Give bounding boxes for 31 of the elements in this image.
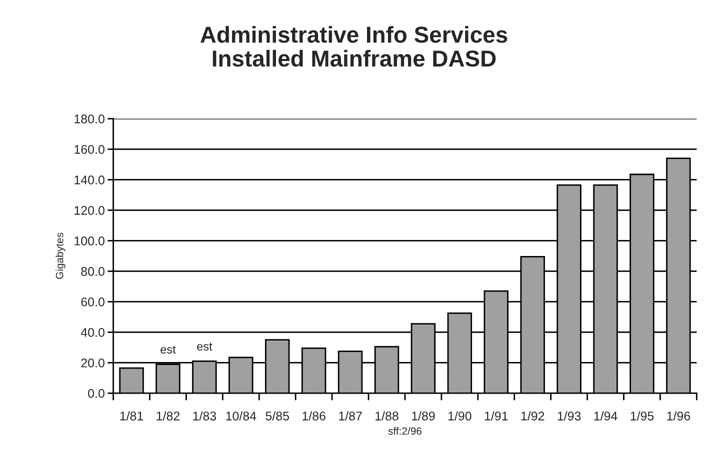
x-tick-label: 1/81 xyxy=(120,411,144,420)
x-tick-label: 1/92 xyxy=(521,411,544,420)
y-axis-title: Gigabytes xyxy=(56,232,66,279)
annotation: est xyxy=(197,342,212,351)
x-tick-label: 1/91 xyxy=(484,411,508,420)
x-tick-label: 10/84 xyxy=(226,411,256,420)
y-tick-label: 100.0 xyxy=(74,236,104,246)
x-tick-label: 5/85 xyxy=(266,411,289,420)
x-tick-label: 1/94 xyxy=(594,411,618,420)
x-tick-label: 1/96 xyxy=(667,411,690,420)
x-tick-label: 1/83 xyxy=(193,411,216,420)
x-tick-label: 1/89 xyxy=(412,411,435,420)
y-tick-label: 160.0 xyxy=(74,145,104,154)
x-tick-label: 1/87 xyxy=(339,411,362,420)
text: sff:2/96 xyxy=(388,427,422,435)
chart-title: Administrative Info Services Installed Mainframe DASD xyxy=(200,26,508,67)
x-tick-label: 1/95 xyxy=(630,411,654,420)
y-tick-label: 80.0 xyxy=(81,267,104,276)
x-tick-label: 1/82 xyxy=(156,411,180,420)
y-tick-label: 140.0 xyxy=(74,176,104,184)
y-tick-label: 120.0 xyxy=(74,206,104,215)
y-tick-label: 40.0 xyxy=(80,328,104,337)
x-tick-label: 1/88 xyxy=(376,411,398,420)
y-tick-label: 20.0 xyxy=(81,358,104,368)
x-tick-label: 1/90 xyxy=(448,411,472,420)
annotation: est xyxy=(160,346,176,354)
y-tick-label: 0.0 xyxy=(88,389,104,398)
y-tick-label: 60.0 xyxy=(81,298,104,306)
x-tick-label: 1/86 xyxy=(302,411,326,420)
y-tick-label: 180.0 xyxy=(74,114,104,124)
x-tick-label: 1/93 xyxy=(558,411,581,420)
